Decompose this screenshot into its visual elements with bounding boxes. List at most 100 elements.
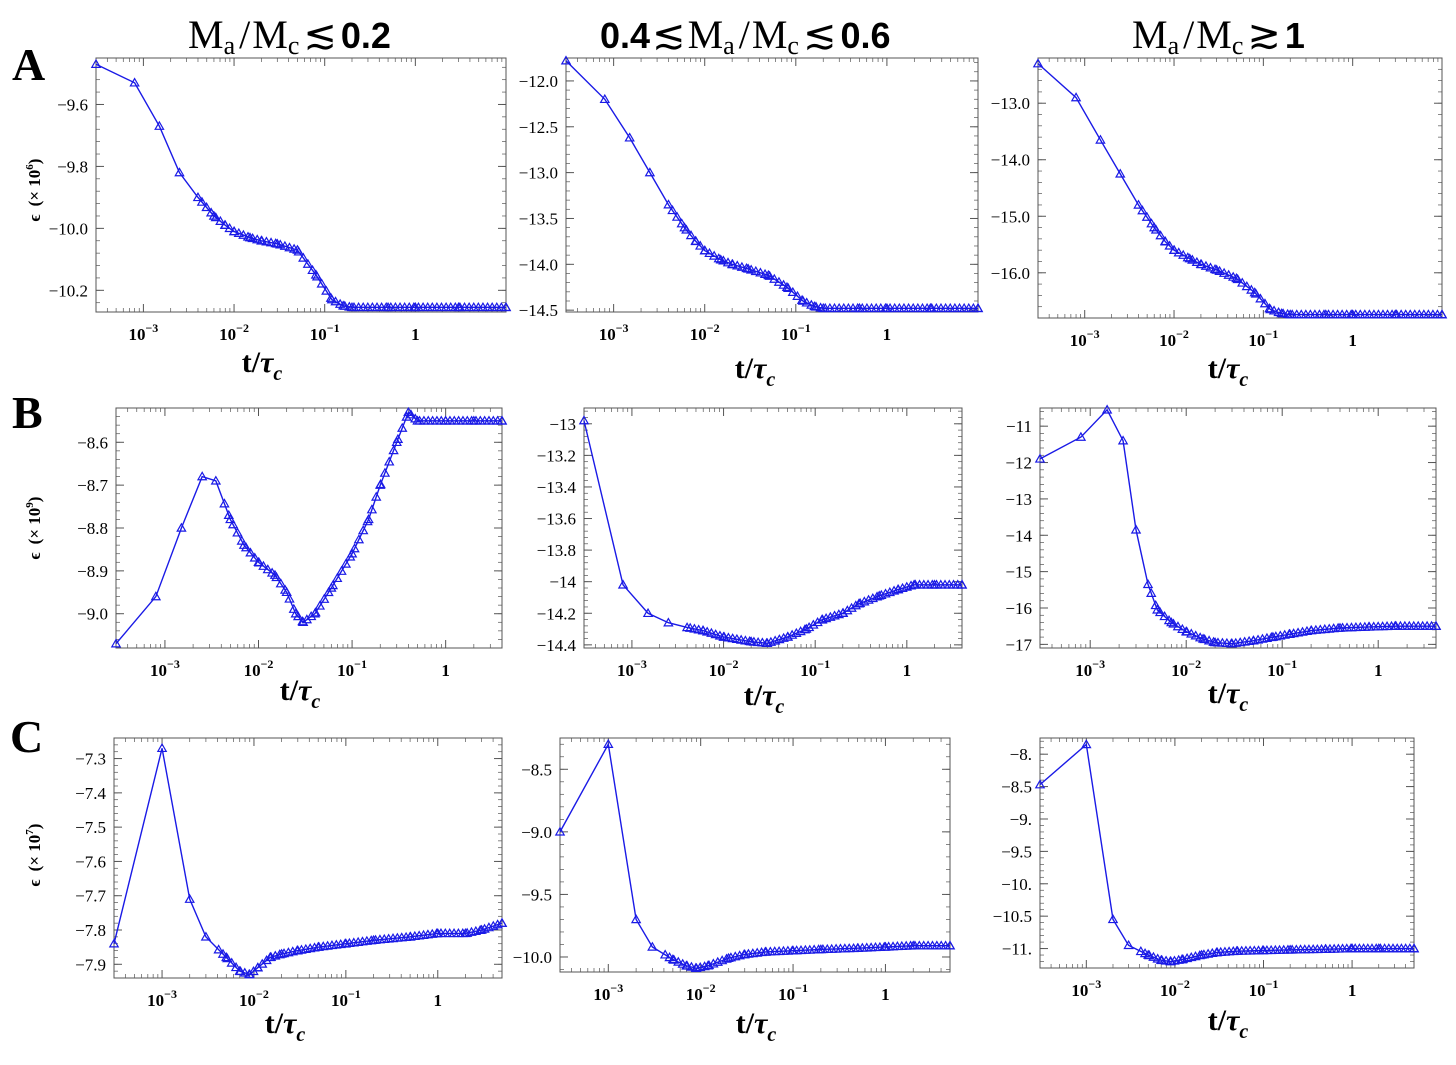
ratio-sub-c: c	[787, 31, 799, 60]
y-tick-label: −8.8	[77, 519, 108, 538]
data-point	[288, 243, 300, 253]
y-tick-label: −13	[1005, 490, 1032, 509]
y-tick-label: −12.5	[519, 118, 558, 137]
data-point	[1246, 284, 1257, 294]
data-point	[327, 580, 339, 590]
data-point	[718, 255, 729, 265]
data-point	[764, 270, 775, 280]
data-point	[1150, 224, 1162, 234]
x-tick-label: 10−3	[593, 981, 623, 1004]
data-point	[353, 534, 365, 544]
plot-frame	[95, 57, 507, 313]
data-point	[1408, 943, 1420, 953]
data-point	[741, 263, 752, 273]
data-point	[318, 593, 330, 603]
y-tick-label: −13.0	[991, 94, 1030, 113]
data-point	[1273, 307, 1284, 317]
data-point	[1205, 262, 1216, 272]
data-point	[630, 914, 642, 924]
data-point	[1227, 271, 1239, 281]
y-tick-label: −10.	[1001, 875, 1032, 894]
plot-frame	[565, 57, 979, 313]
data-point	[686, 961, 697, 971]
x-tick-label: 10−3	[128, 321, 158, 344]
data-point	[1135, 945, 1147, 956]
data-point	[298, 252, 309, 262]
data-point	[815, 302, 826, 312]
data-point	[690, 235, 701, 245]
data-point	[232, 527, 243, 537]
x-tick-label: 10−2	[219, 321, 249, 344]
data-point	[1159, 235, 1171, 246]
x-tick-label: 10−2	[686, 981, 716, 1004]
data-point	[1203, 635, 1215, 645]
data-point	[316, 278, 327, 288]
x-tick-label: 1	[903, 661, 912, 680]
series-line	[115, 411, 502, 645]
data-point	[1177, 623, 1188, 634]
data-point	[258, 560, 269, 570]
data-point	[701, 626, 713, 636]
series-line	[1039, 408, 1436, 645]
data-point	[293, 246, 304, 256]
ratio-value: 1	[1285, 15, 1305, 56]
data-point	[238, 229, 249, 239]
x-tick-label: 10−3	[1070, 327, 1100, 350]
plot-frame	[1039, 407, 1437, 649]
plot-frame	[1039, 737, 1415, 969]
data-point	[1436, 309, 1448, 319]
data-point	[736, 261, 748, 271]
data-point	[370, 491, 382, 501]
data-point	[201, 201, 212, 212]
data-point	[1172, 621, 1184, 631]
data-point	[357, 525, 369, 535]
plot-frame	[113, 737, 503, 979]
data-point	[314, 600, 326, 610]
data-point	[1141, 211, 1153, 221]
data-point	[1034, 779, 1046, 789]
data-point	[275, 578, 287, 588]
data-point	[253, 557, 265, 567]
data-point	[846, 602, 857, 612]
y-tick-label: −8.7	[77, 476, 108, 495]
panel-b3: −11 −12 −13 −14 −15 −16 −17 10−3 10−2 10−1 1 t/τc	[1005, 404, 1442, 716]
ratio-m2: M	[252, 12, 288, 57]
ratio-prefix: 0.4	[600, 15, 650, 56]
data-point	[663, 199, 674, 209]
data-point	[876, 589, 887, 599]
x-tick-label: 1	[1348, 981, 1357, 1000]
data-point	[1115, 168, 1126, 178]
data-point	[1148, 951, 1159, 961]
y-axis-label-a: ϵ(× 106)	[24, 159, 44, 222]
y-tick-label: −15.0	[991, 207, 1030, 226]
data-point	[663, 617, 674, 627]
data-point	[1130, 524, 1142, 534]
data-point	[219, 498, 230, 508]
data-point	[560, 55, 572, 65]
x-tick-label: 10−1	[1248, 327, 1278, 350]
data-point	[196, 196, 208, 206]
data-point	[311, 271, 323, 281]
data-point	[642, 607, 654, 618]
data-point	[1139, 948, 1151, 958]
data-point	[496, 415, 508, 425]
data-point	[1168, 244, 1180, 255]
data-point	[90, 58, 102, 68]
y-tick-label: −7.4	[75, 784, 106, 803]
data-point	[270, 238, 281, 248]
data-point	[710, 629, 721, 639]
ratio-rel: ≳	[1247, 12, 1281, 57]
data-point	[787, 286, 799, 297]
y-tick-label: −13.2	[537, 446, 576, 465]
svg-text:ϵ(× 109): ϵ(× 109)	[24, 497, 44, 560]
data-point	[1155, 230, 1166, 240]
data-point	[799, 624, 811, 634]
data-point	[944, 940, 956, 950]
data-point	[1117, 435, 1129, 445]
data-point	[1034, 453, 1046, 463]
ratio-sub-a: a	[224, 31, 236, 60]
y-tick-label: −14.4	[537, 636, 577, 655]
data-point	[240, 542, 252, 552]
data-point	[664, 952, 675, 962]
data-point	[888, 585, 900, 595]
